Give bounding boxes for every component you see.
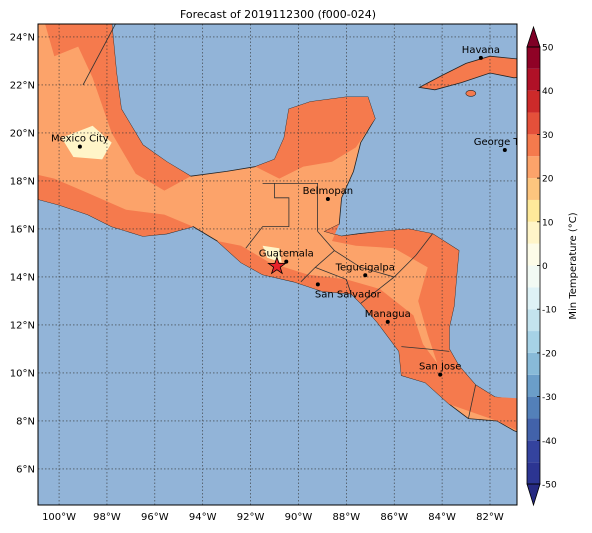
lon-tick-label: 88°W [333, 512, 361, 523]
colorbar-bin [527, 221, 540, 244]
colorbar-tick-label: -10 [542, 306, 557, 316]
city-label: Belmopan [303, 186, 353, 197]
city-marker [77, 144, 82, 149]
lon-tick-label: 84°W [428, 512, 456, 523]
colorbar-bin [527, 418, 540, 441]
city-label: San Jose [419, 362, 461, 373]
city-marker [478, 55, 483, 60]
lon-tick-label: 96°W [141, 512, 169, 523]
lat-tick-label: 12°N [10, 320, 35, 331]
lon-tick-label: 100°W [42, 512, 76, 523]
colorbar-bin [527, 68, 540, 91]
colorbar-bin [527, 462, 540, 484]
colorbar-bin [527, 199, 540, 222]
grid-layer [38, 24, 517, 505]
colorbar: -50 -40 -30 -20 -10 0 10 20 30 40 50 [526, 25, 557, 507]
country-border [360, 276, 395, 304]
colorbar-bin [527, 265, 540, 288]
lat-tick-label: 14°N [10, 272, 35, 283]
colorbar-bin [527, 47, 540, 69]
temperature-zone [38, 174, 194, 237]
lat-tick-label: 16°N [10, 224, 35, 235]
colorbar-tick-label: -40 [542, 437, 557, 447]
map-title: Forecast of 2019112300 (f000-024) [180, 8, 376, 21]
country-border [468, 384, 476, 419]
colorbar-bin [527, 396, 540, 419]
lon-tick-label: 98°W [93, 512, 121, 523]
land-mass [418, 55, 517, 91]
colorbar-bin [527, 440, 540, 463]
colorbar-bin [527, 331, 540, 353]
colorbar-bin [527, 90, 540, 113]
country-border [315, 267, 352, 294]
city-marker [502, 148, 507, 152]
city-label: Managua [365, 309, 411, 320]
colorbar-bin [527, 156, 540, 179]
colorbar-tick-label: 40 [542, 87, 554, 97]
colorbar-label: Min Temperature (°C) [568, 212, 579, 319]
city-layer: Mexico City Belmopan Guatemala San Salvador… [51, 45, 530, 377]
colorbar-tick-label: -20 [542, 349, 557, 359]
city-marker [315, 282, 320, 287]
colorbar-tick-label: -30 [542, 393, 557, 403]
city-marker [284, 259, 289, 264]
colorbar-bin [527, 243, 540, 266]
city-label: San Salvador [315, 289, 382, 300]
city-label: Guatemala [259, 249, 314, 260]
colorbar-bin [527, 134, 540, 157]
colorbar-bin [527, 112, 540, 135]
colorbar-extend [526, 25, 541, 48]
lat-tick-label: 18°N [10, 176, 35, 187]
lon-tick-label: 82°W [476, 512, 504, 523]
temperature-zone [255, 97, 376, 179]
lat-tick-label: 24°N [10, 32, 35, 43]
colorbar-extend [526, 483, 541, 507]
city-marker [325, 196, 330, 201]
country-border [300, 231, 335, 283]
city-marker [438, 372, 443, 377]
country-border [245, 183, 290, 249]
lat-tick-label: 10°N [10, 368, 35, 379]
lon-tick-label: 90°W [285, 512, 313, 523]
temperature-zone [61, 125, 112, 160]
colorbar-bin [527, 178, 540, 200]
temperature-zone [45, 24, 191, 191]
lat-tick-label: 20°N [10, 128, 35, 139]
colorbar-bin [527, 287, 540, 310]
colorbar-tick-label: -50 [542, 481, 557, 491]
city-marker [385, 319, 390, 324]
location-star [267, 255, 287, 275]
colorbar-bin [527, 374, 540, 397]
colorbar-tick-label: 30 [542, 131, 554, 141]
lon-tick-label: 92°W [237, 512, 265, 523]
colorbar-tick-label: 50 [542, 44, 554, 54]
colorbar-tick-label: 10 [542, 218, 554, 228]
city-marker [363, 273, 368, 278]
city-label: Havana [462, 45, 500, 56]
map-frame [37, 23, 518, 506]
city-label: Tegucigalpa [335, 262, 395, 273]
lat-tick-label: 22°N [10, 80, 35, 91]
city-label: George Tov [474, 137, 530, 148]
country-border [82, 24, 116, 86]
lon-tick-label: 94°W [189, 512, 217, 523]
colorbar-bin [527, 309, 540, 332]
colorbar-tick-label: 20 [542, 175, 554, 185]
lat-tick-label: 8°N [16, 416, 35, 427]
colorbar-bin [527, 352, 540, 375]
city-label: Mexico City [51, 134, 109, 145]
country-border [262, 182, 319, 232]
colorbar-tick-label: 0 [542, 262, 548, 272]
land-mass [465, 90, 477, 97]
lon-tick-label: 86°W [380, 512, 408, 523]
lat-tick-label: 6°N [16, 464, 35, 475]
